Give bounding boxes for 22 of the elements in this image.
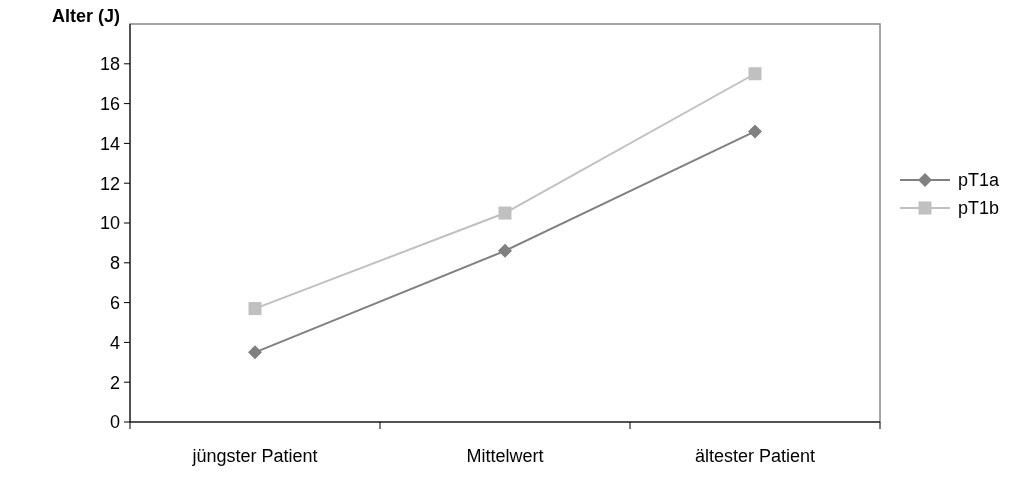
legend-label: pT1b [958, 198, 1000, 219]
point [248, 345, 262, 360]
x-tick-label: ältester Patient [694, 446, 816, 466]
x-tick-label: Mittelwert [466, 446, 544, 466]
point [748, 67, 762, 81]
y-tick-label: 12 [99, 173, 120, 194]
y-tick-label: 2 [109, 372, 120, 393]
y-tick-label: 4 [109, 332, 120, 353]
y-tick-label: 14 [99, 133, 120, 154]
legend-label: pT1a [958, 170, 1001, 191]
y-tick-label: 6 [109, 292, 120, 313]
y-tick-label: 16 [99, 93, 120, 114]
point [498, 243, 512, 258]
point [498, 206, 512, 220]
x-tick-label: jüngster Patient [191, 446, 318, 466]
y-axis-title: Alter (J) [51, 6, 120, 27]
point [248, 302, 262, 316]
y-tick-label: 0 [109, 412, 120, 433]
y-tick-label: 10 [99, 213, 120, 234]
y-tick-label: 18 [99, 54, 120, 75]
point [748, 124, 762, 139]
y-tick-label: 8 [109, 253, 120, 274]
